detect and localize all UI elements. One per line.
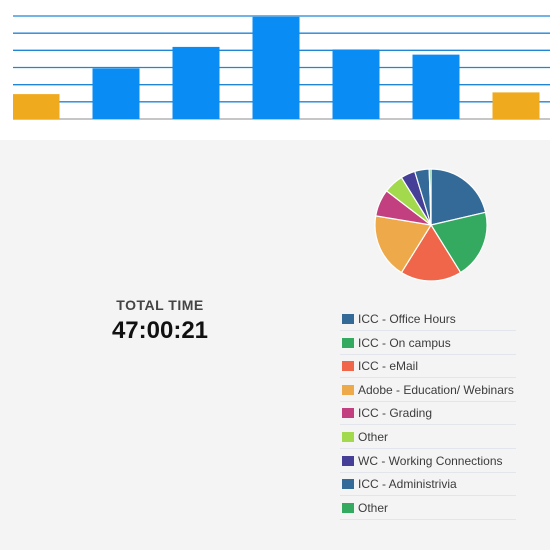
- legend-swatch: [342, 431, 354, 442]
- legend-label: WC - Working Connections: [358, 453, 503, 468]
- legend-item: Other: [340, 426, 516, 449]
- legend-label: ICC - Administrivia: [358, 477, 457, 492]
- pie-slice: [400, 223, 462, 282]
- legend-item: Other: [340, 497, 516, 520]
- pie-slice: [428, 168, 432, 226]
- bar: [332, 49, 380, 119]
- bar: [492, 92, 540, 119]
- bar-chart: [13, 15, 550, 120]
- legend-item: ICC - On campus: [340, 332, 516, 355]
- legend-item: ICC - Grading: [340, 402, 516, 426]
- legend-swatch: [342, 337, 354, 348]
- legend-label: ICC - Grading: [358, 406, 433, 421]
- bar-chart-panel: [0, 0, 550, 140]
- bar: [13, 94, 60, 119]
- legend-label: ICC - On campus: [358, 335, 451, 350]
- legend-swatch: [342, 361, 354, 372]
- pie-slice: [430, 168, 487, 226]
- legend-swatch: [342, 384, 354, 395]
- legend-swatch: [342, 314, 354, 324]
- legend-label: Other: [358, 500, 389, 515]
- legend-item: ICC - Office Hours: [340, 308, 516, 331]
- legend-item: WC - Working Connections: [340, 450, 516, 473]
- legend-swatch: [342, 502, 354, 513]
- legend-label: Other: [358, 429, 389, 444]
- pie-legend: ICC - Office Hours ICC - On campus ICC - e…: [340, 308, 516, 520]
- legend-swatch: [342, 479, 354, 490]
- total-time-value: 47:00:21: [111, 317, 209, 344]
- legend-swatch: [342, 408, 354, 419]
- legend-item: Adobe - Education/ Webinars: [340, 379, 516, 402]
- legend-label: Adobe - Education/ Webinars: [358, 382, 514, 397]
- bar: [252, 16, 300, 119]
- legend-item: ICC - Administrivia: [340, 473, 516, 497]
- legend-label: ICC - eMail: [358, 359, 419, 374]
- pie-slice: [430, 211, 488, 274]
- bar: [172, 46, 220, 119]
- pie-slice: [374, 215, 432, 274]
- bar: [92, 68, 140, 119]
- total-time-block: TOTAL TIME 47:00:21: [80, 297, 240, 345]
- total-time-title: TOTAL TIME: [116, 297, 204, 313]
- bar: [412, 54, 460, 119]
- legend-item: ICC - eMail: [340, 355, 516, 379]
- legend-label: ICC - Office Hours: [358, 312, 456, 326]
- legend-swatch: [342, 455, 354, 466]
